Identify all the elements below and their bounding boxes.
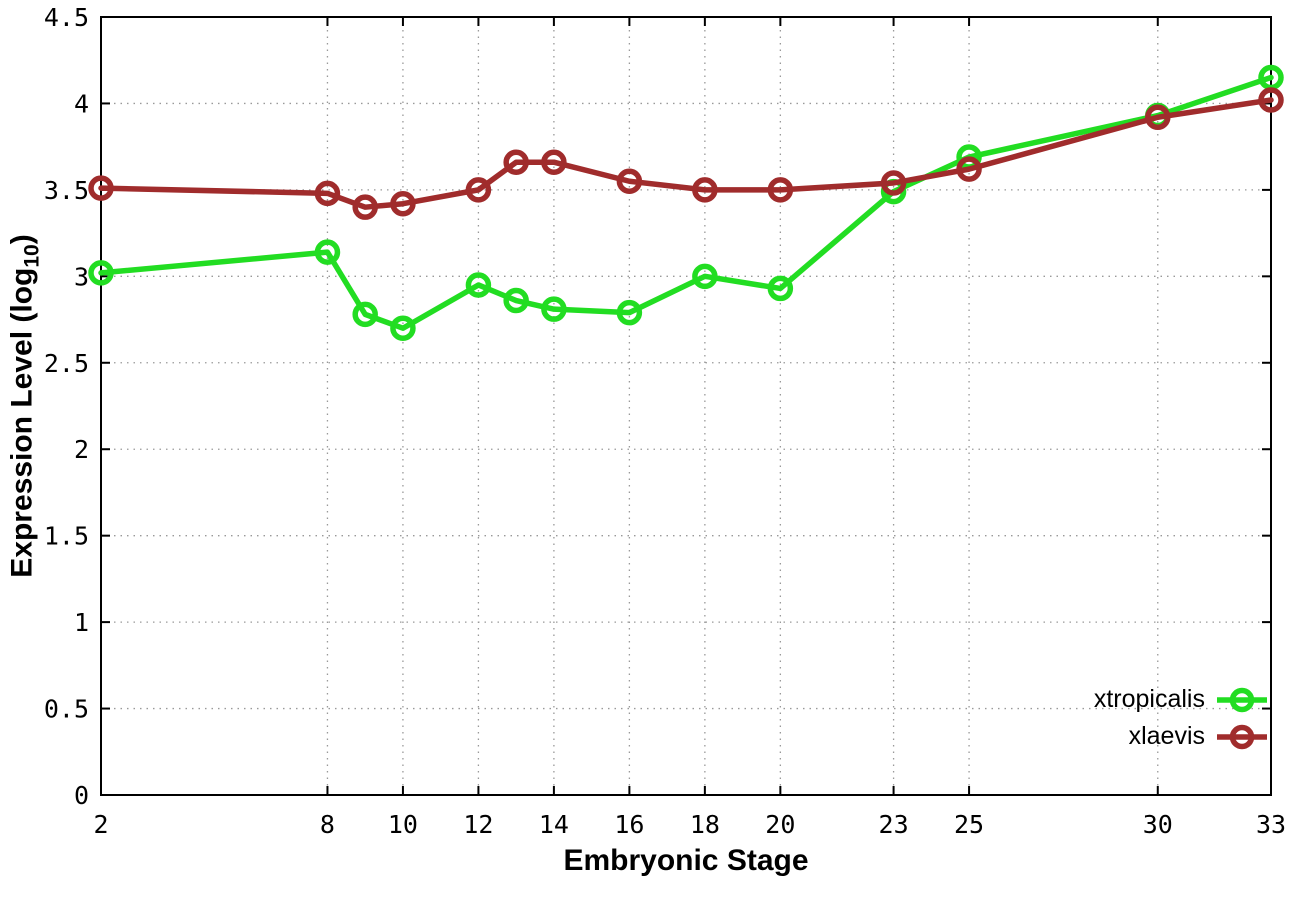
data-point-xtropicalis [767, 275, 794, 302]
y-tick-label: 3.5 [44, 176, 89, 205]
data-point-xlaevis [1258, 87, 1284, 113]
data-point-xlaevis [390, 190, 416, 217]
y-axis-title: Expression Level (log10) [6, 234, 45, 577]
x-tick-label: 30 [1143, 810, 1173, 839]
x-tick-label: 25 [954, 810, 984, 839]
plot-border [100, 16, 1272, 796]
data-point-xlaevis [465, 177, 492, 203]
data-point-xlaevis [880, 170, 907, 196]
data-point-xlaevis [503, 149, 529, 175]
x-tick-label: 16 [614, 810, 644, 839]
legend-marker-xlaevis [1217, 724, 1267, 749]
x-tick-label: 23 [879, 810, 909, 839]
y-axis-title-subscript: 10 [20, 244, 44, 268]
y-axis-title-suffix: ) [5, 234, 39, 245]
data-point-xtropicalis [465, 272, 492, 298]
x-tick-label: 8 [320, 810, 335, 839]
data-point-xlaevis [1145, 104, 1171, 131]
x-tick-label: 10 [388, 810, 418, 839]
legend: xtropicalis xlaevis [1094, 681, 1268, 755]
data-point-xlaevis [541, 149, 567, 175]
legend-label-xtropicalis: xtropicalis [1093, 685, 1205, 713]
data-point-xtropicalis [616, 299, 643, 326]
y-tick-label: 1 [74, 608, 89, 637]
data-point-xlaevis [956, 156, 982, 182]
x-tick-label: 14 [539, 810, 569, 839]
y-tick-label: 1.5 [44, 522, 89, 551]
data-point-xtropicalis [390, 315, 416, 341]
legend-entry-xlaevis: xlaevis [1094, 718, 1268, 755]
legend-entry-xtropicalis: xtropicalis [1094, 681, 1268, 718]
data-point-xtropicalis [314, 239, 341, 265]
data-point-xlaevis [88, 175, 114, 201]
data-point-xtropicalis [503, 287, 529, 314]
data-point-xtropicalis [692, 263, 718, 290]
data-point-xtropicalis [541, 296, 567, 322]
y-tick-label: 0.5 [44, 695, 89, 724]
data-point-xlaevis [767, 177, 794, 203]
x-tick-label: 20 [765, 810, 795, 839]
data-point-xlaevis [692, 177, 718, 203]
y-tick-label: 2 [74, 435, 89, 464]
y-tick-label: 4.5 [44, 3, 89, 32]
series-line-xlaevis [98, 97, 1274, 210]
data-point-xlaevis [314, 180, 341, 207]
x-tick-label: 2 [93, 810, 108, 839]
y-tick-label: 4 [74, 89, 89, 118]
x-axis-title: Embryonic Stage [563, 844, 809, 877]
series-line-xtropicalis [98, 74, 1274, 331]
x-tick-label: 18 [690, 810, 720, 839]
y-tick-label: 0 [74, 781, 89, 810]
x-tick-label: 33 [1256, 810, 1286, 839]
y-tick-label: 3 [74, 262, 89, 291]
data-point-xlaevis [616, 168, 643, 194]
y-tick-label: 2.5 [44, 349, 89, 378]
data-point-xtropicalis [88, 260, 114, 286]
data-point-xlaevis [352, 194, 378, 220]
legend-label-xlaevis: xlaevis [1128, 722, 1205, 750]
y-axis-title-text: Expression Level (log [5, 267, 39, 578]
data-point-xtropicalis [352, 301, 378, 328]
x-tick-label: 12 [463, 810, 493, 839]
legend-marker-xtropicalis [1217, 687, 1267, 712]
